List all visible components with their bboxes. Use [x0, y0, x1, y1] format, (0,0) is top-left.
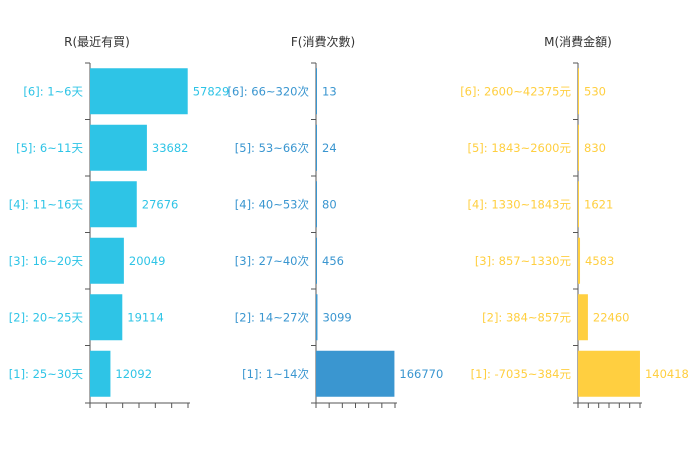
- category-label: [5]: 1843~2600元: [468, 141, 572, 155]
- value-label: 33682: [152, 141, 189, 155]
- category-label: [1]: -7035~384元: [471, 367, 572, 381]
- chart-title: R(最近有買): [64, 35, 130, 49]
- value-label: 19114: [127, 310, 164, 324]
- category-label: [2]: 20~25天: [9, 310, 84, 324]
- bar: [90, 294, 123, 341]
- value-label: 3099: [322, 310, 351, 324]
- value-label: 530: [584, 84, 606, 98]
- bar: [316, 68, 317, 115]
- category-label: [1]: 25~30天: [9, 367, 84, 381]
- category-label: [4]: 1330~1843元: [468, 197, 572, 211]
- bar: [316, 294, 318, 341]
- category-label: [2]: 14~27次: [235, 310, 310, 324]
- bar: [90, 237, 124, 284]
- value-label: 166770: [399, 367, 443, 381]
- bar: [316, 181, 317, 228]
- panel-r: R(最近有買) [6]: 1~6天 57829 [5]: 6~11天 33682 [4]:…: [9, 35, 230, 408]
- panel-f: F(消費次數) [6]: 66~320次 13 [5]: 53~66次 24 [4]: 4…: [227, 34, 443, 408]
- value-label: 27676: [142, 197, 179, 211]
- value-label: 4583: [585, 254, 614, 268]
- bar: [578, 237, 581, 284]
- bar: [578, 181, 579, 228]
- bar: [90, 350, 111, 397]
- value-label: 22460: [593, 310, 630, 324]
- category-label: [4]: 11~16天: [9, 197, 84, 211]
- category-label: [1]: 1~14次: [242, 367, 309, 381]
- value-label: 20049: [129, 254, 166, 268]
- bar: [90, 124, 147, 171]
- bar: [578, 68, 579, 115]
- bar: [316, 350, 395, 397]
- category-label: [3]: 16~20天: [9, 254, 84, 268]
- chart-title: F(消費次數): [291, 34, 355, 49]
- category-label: [5]: 53~66次: [235, 141, 310, 155]
- category-label: [6]: 2600~42375元: [460, 84, 571, 98]
- bar: [578, 294, 588, 341]
- value-label: 13: [322, 84, 337, 98]
- value-label: 57829: [193, 84, 230, 98]
- value-label: 80: [322, 197, 337, 211]
- value-label: 12092: [115, 367, 152, 381]
- category-label: [5]: 6~11天: [16, 141, 83, 155]
- bar: [578, 350, 640, 397]
- chart-title: M(消費金額): [544, 34, 612, 49]
- bar: [316, 237, 317, 284]
- category-label: [6]: 1~6天: [23, 84, 83, 98]
- value-label: 24: [322, 141, 337, 155]
- value-label: 1621: [584, 197, 613, 211]
- bar: [90, 181, 137, 228]
- value-label: 456: [322, 254, 344, 268]
- category-label: [6]: 66~320次: [227, 84, 309, 98]
- category-label: [2]: 384~857元: [482, 310, 571, 324]
- bar: [316, 124, 317, 171]
- panel-m: M(消費金額) [6]: 2600~42375元 530 [5]: 1843~2600…: [460, 34, 689, 408]
- category-label: [3]: 857~1330元: [475, 254, 572, 268]
- category-label: [4]: 40~53次: [235, 197, 310, 211]
- category-label: [3]: 27~40次: [235, 254, 310, 268]
- bar: [90, 68, 188, 115]
- value-label: 830: [584, 141, 606, 155]
- bar: [578, 124, 579, 171]
- value-label: 140418: [645, 367, 689, 381]
